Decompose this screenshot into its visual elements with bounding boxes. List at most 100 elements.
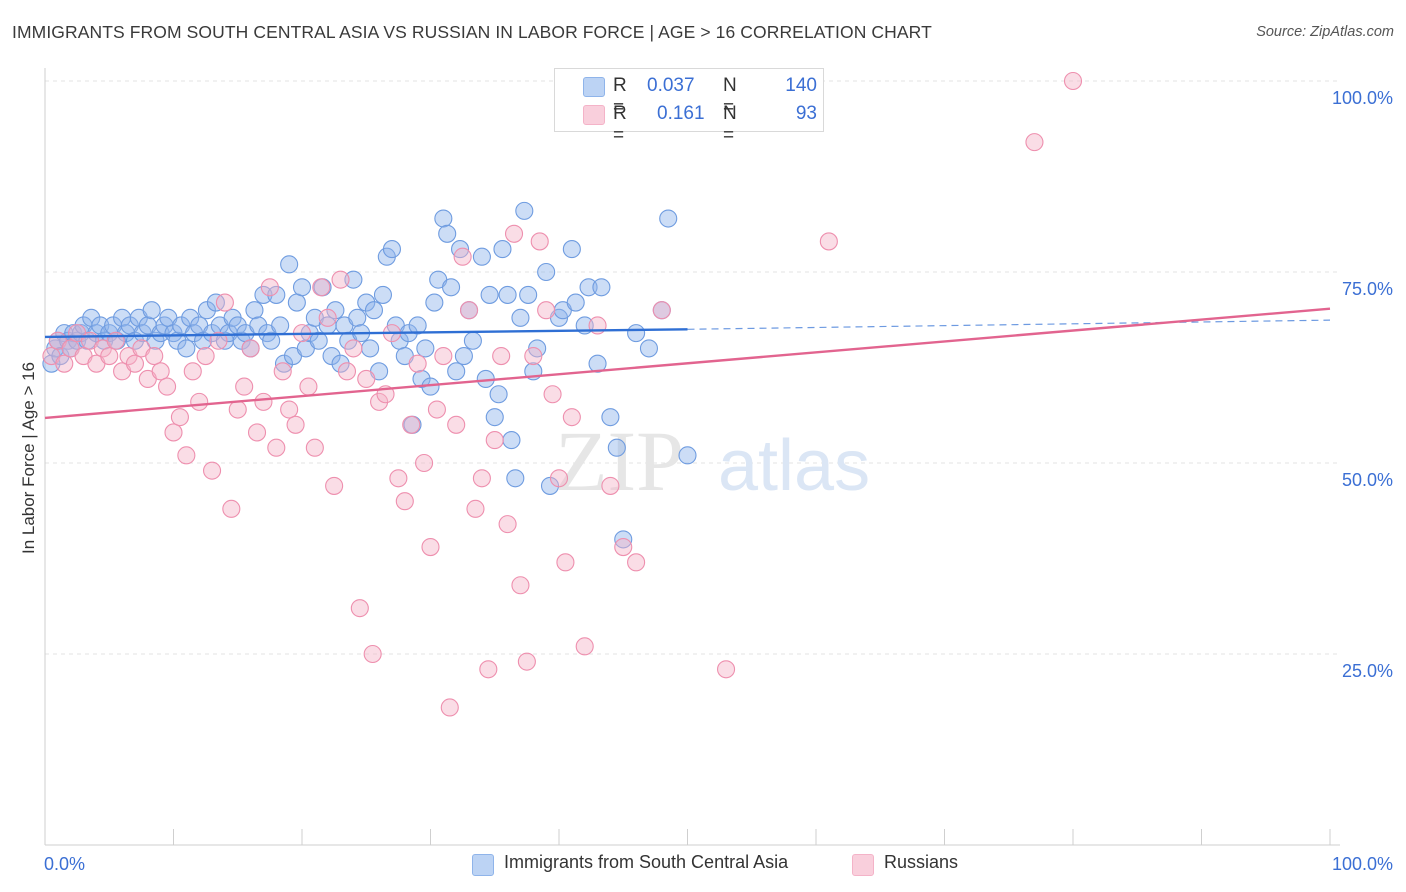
point-russians (228, 400, 247, 419)
point-russians (357, 369, 376, 389)
point-immigrants (442, 278, 461, 297)
point-immigrants (485, 408, 504, 427)
point-russians (427, 400, 446, 419)
point-immigrants (267, 285, 286, 304)
point-russians (466, 499, 485, 518)
point-immigrants (254, 285, 273, 304)
point-russians (215, 293, 234, 312)
point-immigrants (177, 339, 196, 358)
point-russians (158, 377, 177, 396)
data-points (42, 71, 1083, 717)
x-tick-label-min: 0.0% (44, 854, 85, 874)
legend-n-value-russians: 93 (795, 103, 817, 124)
y-axis-label: In Labor Force | Age > 16 (19, 362, 38, 554)
point-immigrants (463, 331, 482, 350)
point-russians (543, 385, 562, 404)
point-russians (177, 446, 196, 465)
point-immigrants (438, 224, 457, 243)
point-russians (459, 301, 479, 320)
point-immigrants (382, 240, 402, 259)
watermark-atlas: atlas (718, 426, 870, 506)
point-immigrants (601, 408, 620, 427)
point-russians (100, 346, 119, 366)
point-immigrants (434, 209, 453, 228)
point-russians (614, 537, 633, 557)
point-russians (151, 362, 170, 381)
point-russians (1025, 133, 1044, 152)
point-russians (350, 599, 369, 618)
trend-line-immigrants-extension (687, 319, 1331, 330)
point-russians (716, 660, 736, 679)
axes (44, 68, 1340, 846)
point-russians (203, 461, 222, 480)
y-tick-label: 50.0% (1342, 470, 1393, 490)
axis-labels: 100.0% 75.0% 50.0% 25.0% 0.0% 100.0% In Labor … (19, 88, 1393, 874)
point-russians (627, 553, 646, 572)
point-immigrants (566, 293, 585, 312)
legend-n-label: N = (723, 75, 737, 118)
chart-title: IMMIGRANTS FROM SOUTH CENTRAL ASIA VS RU… (12, 22, 932, 42)
point-russians (652, 301, 671, 320)
point-russians (370, 392, 389, 411)
x-tick-label-max: 100.0% (1332, 854, 1393, 874)
point-russians (556, 553, 575, 572)
point-russians (312, 278, 331, 297)
point-immigrants (579, 278, 598, 297)
point-immigrants (425, 293, 444, 312)
point-russians (575, 637, 594, 656)
point-russians (344, 339, 363, 358)
point-russians (363, 644, 382, 664)
point-immigrants (262, 331, 281, 350)
point-immigrants (519, 285, 538, 304)
point-russians (247, 423, 267, 442)
point-immigrants (344, 270, 363, 289)
point-immigrants (511, 308, 530, 327)
point-russians (485, 431, 504, 450)
point-russians (190, 392, 209, 411)
point-immigrants (326, 301, 345, 320)
point-russians (472, 469, 491, 488)
point-russians (479, 660, 498, 679)
point-russians (305, 438, 324, 457)
point-immigrants (502, 431, 521, 450)
point-immigrants (416, 339, 435, 358)
point-immigrants (639, 339, 659, 358)
point-immigrants (357, 293, 376, 312)
point-russians (254, 392, 273, 411)
bottom-legend-label-russians: Russians (884, 852, 959, 872)
legend-swatch-russians (583, 105, 605, 125)
point-russians (125, 354, 144, 373)
point-russians (517, 652, 536, 671)
point-immigrants (348, 308, 367, 327)
point-immigrants (498, 285, 517, 304)
point-russians (286, 415, 305, 434)
point-russians (511, 576, 530, 595)
point-immigrants (408, 316, 427, 335)
point-immigrants (331, 354, 350, 373)
point-russians (106, 331, 125, 350)
point-russians (549, 469, 569, 488)
point-immigrants (480, 285, 499, 304)
point-russians (453, 247, 472, 266)
watermark-zip: ZIP (555, 413, 684, 509)
legend-n-label: N = (723, 103, 737, 146)
point-immigrants (280, 255, 299, 274)
legend-swatch-immigrants (583, 77, 605, 97)
point-russians (260, 278, 279, 297)
point-immigrants (472, 247, 491, 266)
point-immigrants (562, 240, 581, 259)
legend-r-label: R = (613, 103, 627, 146)
bottom-legend-label-immigrants: Immigrants from South Central Asia (504, 852, 789, 872)
y-tick-label: 75.0% (1342, 279, 1393, 299)
point-immigrants (287, 293, 306, 312)
point-russians (235, 377, 254, 396)
point-russians (241, 339, 260, 358)
point-russians (498, 515, 517, 534)
point-immigrants (361, 339, 380, 358)
point-immigrants (607, 438, 626, 457)
point-immigrants (373, 285, 393, 304)
point-immigrants (493, 240, 512, 259)
bottom-legend-swatch-russians (852, 854, 874, 876)
point-russians (434, 346, 453, 366)
